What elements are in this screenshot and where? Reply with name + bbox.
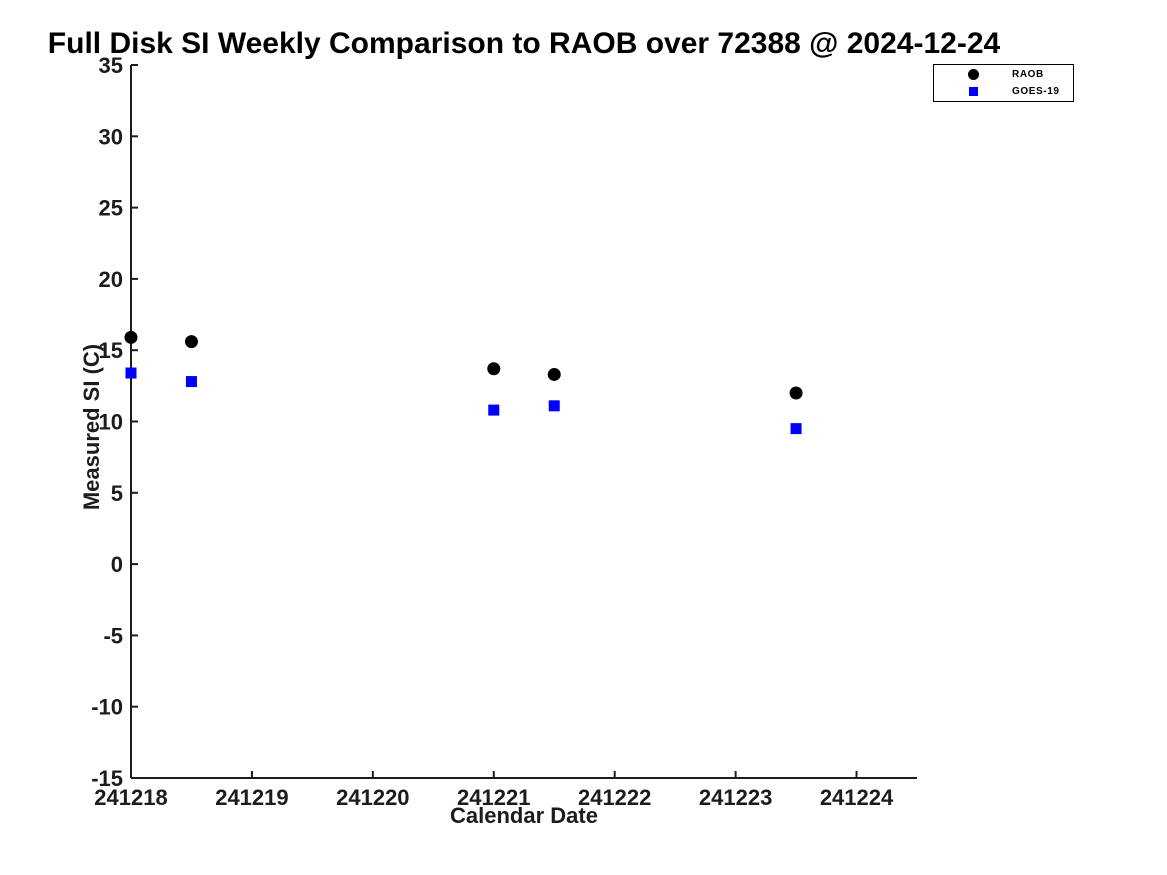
data-point-raob (487, 362, 501, 376)
legend-item-goes19: GOES-19 (934, 84, 1073, 98)
data-point-goes-19 (548, 400, 560, 412)
data-point-goes-19 (125, 367, 137, 379)
y-axis-tick-label: 25 (99, 196, 123, 221)
circle-marker-icon (967, 69, 979, 81)
y-axis-tick-label: 15 (99, 338, 123, 363)
y-axis-tick-label: 35 (99, 53, 123, 78)
y-axis-tick-label: 5 (111, 481, 123, 506)
x-axis-tick-label: 241219 (215, 785, 288, 810)
y-axis-tick-label: -10 (91, 695, 123, 720)
legend-item-raob: RAOB (934, 68, 1073, 82)
x-axis-tick-label: 241220 (336, 785, 409, 810)
y-axis-label: Measured SI (C) (79, 343, 104, 511)
data-point-raob (789, 386, 803, 400)
legend-label-raob: RAOB (1012, 69, 1044, 81)
y-axis-tick-label: 0 (111, 552, 123, 577)
y-axis-tick-label: -15 (91, 766, 123, 791)
legend-marker-cell (934, 69, 1012, 81)
data-point-raob (124, 330, 138, 344)
y-axis-tick-label: 10 (99, 410, 123, 435)
legend-marker-cell (934, 86, 1012, 96)
chart-title: Full Disk SI Weekly Comparison to RAOB o… (47, 27, 1001, 60)
x-axis-tick-label: 241218 (94, 785, 167, 810)
data-point-raob (184, 335, 198, 349)
legend: RAOB GOES-19 (933, 64, 1074, 102)
x-axis-label: Calendar Date (450, 803, 598, 828)
x-axis-tick-label: 241221 (457, 785, 530, 810)
x-axis-tick-label: 241222 (578, 785, 651, 810)
y-axis-tick-label: 20 (99, 267, 123, 292)
data-point-goes-19 (790, 423, 802, 435)
data-point-raob (547, 367, 561, 381)
data-point-goes-19 (488, 404, 500, 416)
x-axis-tick-label: 241224 (820, 785, 894, 810)
y-axis-tick-label: 30 (99, 124, 123, 149)
y-axis-tick-label: -5 (103, 623, 123, 648)
square-marker-icon (968, 86, 978, 96)
data-point-goes-19 (185, 376, 197, 388)
legend-label-goes19: GOES-19 (1012, 85, 1060, 97)
x-axis-tick-label: 241223 (699, 785, 772, 810)
